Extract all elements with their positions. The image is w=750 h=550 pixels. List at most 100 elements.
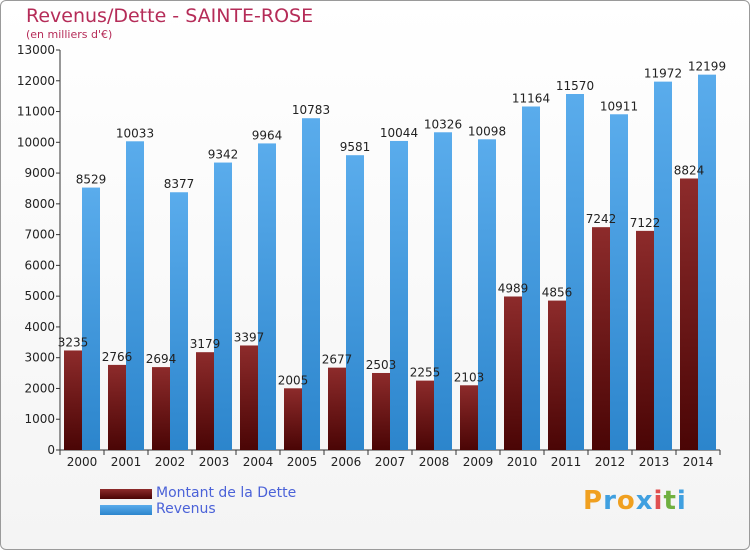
y-tick-label: 2000 — [24, 381, 55, 395]
revenue-bar-label: 9342 — [208, 148, 239, 162]
revenue-bar-label: 10098 — [468, 124, 506, 138]
debt-bar — [680, 178, 698, 450]
debt-bar-label: 4989 — [498, 281, 529, 295]
legend-swatch-revenue — [100, 505, 152, 515]
revenue-bar — [522, 106, 540, 450]
x-tick-label: 2012 — [595, 455, 626, 469]
revenue-bar-label: 8377 — [164, 177, 195, 191]
debt-bar — [636, 230, 654, 450]
x-tick-label: 2008 — [419, 455, 450, 469]
x-tick-label: 2007 — [375, 455, 406, 469]
revenue-bar — [698, 74, 716, 451]
revenue-bar — [478, 139, 496, 451]
x-tick-label: 2004 — [243, 455, 274, 469]
debt-bar-label: 4856 — [542, 286, 573, 300]
chart-bars — [64, 74, 716, 451]
revenue-bar — [126, 141, 144, 451]
debt-bar — [372, 372, 390, 450]
revenue-bar-label: 11164 — [512, 91, 550, 105]
logo-letter: x — [635, 486, 654, 516]
revenue-bar-label: 12199 — [688, 60, 726, 74]
debt-bar-label: 3397 — [234, 330, 265, 344]
revenue-bar-label: 10326 — [424, 117, 462, 131]
debt-bar-label: 3179 — [190, 337, 221, 351]
y-tick-label: 13000 — [17, 43, 55, 57]
x-tick-label: 2005 — [287, 455, 318, 469]
x-tick-label: 2009 — [463, 455, 494, 469]
legend-label-revenue: Revenus — [156, 501, 216, 517]
y-tick-label: 4000 — [24, 320, 55, 334]
y-tick-label: 9000 — [24, 166, 55, 180]
x-tick-label: 2002 — [155, 455, 186, 469]
revenue-bar-label: 11972 — [644, 67, 682, 81]
debt-bar — [152, 367, 170, 450]
y-tick-label: 3000 — [24, 351, 55, 365]
debt-bar — [592, 227, 610, 450]
revenue-bar-label: 10033 — [116, 126, 154, 140]
revenue-bar — [390, 140, 408, 450]
logo-letter: o — [616, 486, 636, 516]
logo-letter: P — [583, 486, 604, 516]
legend-swatch-debt — [100, 489, 152, 499]
revenue-bar — [610, 114, 628, 451]
chart-data-labels: 3235 2766 2694 3179 3397 2005 2677 2503 2255 2103… — [58, 60, 726, 388]
revenue-bar — [82, 187, 100, 451]
revenue-bar-label: 10783 — [292, 103, 330, 117]
logo-letter: i — [676, 486, 687, 516]
debt-bar — [548, 300, 566, 450]
y-tick-label: 6000 — [24, 258, 55, 272]
y-tick-label: 11000 — [17, 105, 55, 119]
chart-axes: 0 1000 2000 3000 4000 5000 6000 7000 8000 9000 100… — [17, 43, 721, 469]
revenue-bar — [434, 132, 452, 450]
debt-bar-label: 2103 — [454, 370, 485, 384]
x-tick-label: 2003 — [199, 455, 230, 469]
y-tick-label: 10000 — [17, 135, 55, 149]
chart-title: Revenus/Dette - SAINTE-ROSE — [26, 5, 314, 27]
debt-bar — [460, 385, 478, 450]
debt-bar — [240, 345, 258, 450]
y-tick-label: 0 — [47, 443, 55, 457]
revenue-bar — [302, 118, 320, 450]
revenue-bar-label: 9964 — [252, 128, 283, 142]
y-tick-label: 5000 — [24, 289, 55, 303]
revenue-bar-label: 8529 — [76, 173, 107, 187]
debt-bar-label: 3235 — [58, 335, 89, 349]
debt-bar — [284, 388, 302, 450]
debt-bar — [196, 352, 214, 450]
revenue-bar-label: 9581 — [340, 140, 371, 154]
revenue-bar — [170, 192, 188, 450]
y-tick-label: 12000 — [17, 74, 55, 88]
logo-letter: t — [663, 486, 677, 516]
x-tick-label: 2001 — [111, 455, 142, 469]
x-tick-label: 2011 — [551, 455, 582, 469]
revenue-bar — [214, 162, 232, 451]
debt-bar-label: 2503 — [366, 358, 397, 372]
revenue-bar-label: 11570 — [556, 79, 594, 93]
debt-bar-label: 2255 — [410, 366, 441, 380]
debt-bar — [416, 380, 434, 450]
revenue-bar-label: 10044 — [380, 126, 418, 140]
x-tick-label: 2000 — [67, 455, 98, 469]
proxiti-logo: Proxiti — [583, 486, 687, 516]
revenue-bar-label: 10911 — [600, 99, 638, 113]
debt-bar-label: 2766 — [102, 350, 133, 364]
debt-bar-label: 2694 — [146, 352, 177, 366]
y-tick-label: 7000 — [24, 228, 55, 242]
debt-bar — [504, 296, 522, 450]
y-tick-label: 1000 — [24, 412, 55, 426]
debt-bar-label: 2005 — [278, 373, 309, 387]
x-tick-label: 2010 — [507, 455, 538, 469]
revenue-bar — [654, 81, 672, 450]
legend-label-debt: Montant de la Dette — [156, 485, 297, 501]
debt-bar — [108, 364, 126, 450]
chart-subtitle: (en milliers d'€) — [26, 28, 113, 41]
debt-bar — [328, 367, 346, 450]
debt-bar-label: 7242 — [586, 212, 617, 226]
debt-bar-label: 2677 — [322, 353, 353, 367]
x-tick-label: 2013 — [639, 455, 670, 469]
x-tick-label: 2014 — [683, 455, 714, 469]
logo-letter: i — [653, 486, 664, 516]
revenue-bar — [258, 143, 276, 450]
y-tick-label: 8000 — [24, 197, 55, 211]
